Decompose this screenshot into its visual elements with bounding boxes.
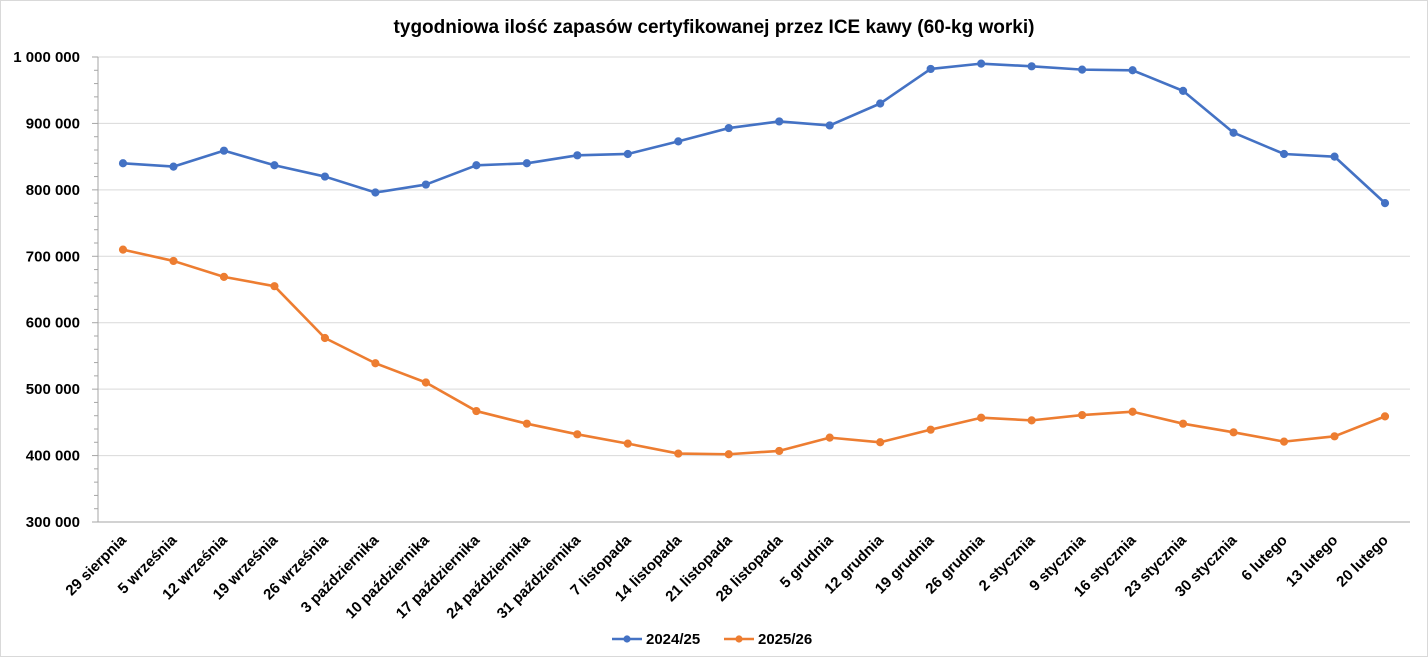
chart-title: tygodniowa ilość zapasów certyfikowanej … (394, 17, 1035, 38)
x-tick-label: 13 lutego (1283, 532, 1342, 591)
series-line (121, 248, 1387, 456)
y-tick-label: 600 000 (26, 315, 80, 332)
y-tick-label: 700 000 (26, 248, 80, 265)
data-point (1330, 152, 1339, 161)
legend-item-1: 2024/25 (612, 631, 700, 648)
legend-item-2: 2025/26 (724, 631, 812, 648)
data-point (623, 149, 632, 159)
data-point (522, 159, 531, 168)
data-point (118, 245, 128, 254)
data-point (775, 446, 784, 456)
data-point (1229, 128, 1238, 137)
data-point (1178, 86, 1188, 95)
data-point (169, 162, 178, 171)
x-tick-label: 6 lutego (1238, 532, 1291, 585)
y-axis-ticks: 300 000 400 000 500 000 600 000 700 000 800 0… (13, 49, 80, 531)
data-point (573, 430, 582, 439)
y-tick-label: 800 000 (26, 182, 80, 199)
data-point (118, 159, 128, 168)
data-point (1078, 410, 1087, 420)
series-1 (118, 59, 1390, 208)
data-point (219, 272, 229, 281)
data-point (573, 151, 582, 160)
legend-marker (623, 635, 631, 643)
data-point (775, 117, 784, 126)
data-point (926, 64, 935, 74)
data-point (623, 439, 632, 448)
data-point (1128, 66, 1137, 75)
gridlines (98, 56, 1410, 457)
data-point (270, 161, 279, 170)
data-point (421, 378, 430, 387)
data-point (1027, 62, 1036, 71)
data-point (1229, 428, 1238, 437)
data-point (472, 406, 481, 416)
data-point (674, 137, 683, 146)
legend-marker (735, 635, 743, 643)
y-tick-label: 500 000 (26, 381, 80, 398)
data-point (169, 256, 178, 266)
data-point (1279, 149, 1289, 159)
legend-label: 2024/25 (646, 631, 700, 648)
data-point (472, 161, 481, 170)
data-point (371, 359, 380, 368)
data-point (724, 450, 733, 459)
data-point (219, 146, 229, 155)
data-point (522, 419, 531, 428)
data-point (926, 425, 935, 434)
data-point (1178, 419, 1188, 428)
data-point (1027, 416, 1036, 425)
data-point (674, 449, 683, 458)
data-point (371, 188, 380, 197)
data-point (320, 172, 330, 181)
legend: 2024/25 2025/26 (612, 631, 812, 648)
data-point (1279, 437, 1289, 446)
data-point (1078, 65, 1087, 74)
data-point (1380, 412, 1390, 421)
data-point (876, 99, 885, 108)
data-point (724, 123, 733, 133)
data-point (1380, 199, 1390, 208)
data-point (876, 438, 885, 447)
data-point (825, 121, 834, 130)
data-point (977, 59, 986, 68)
data-point (1330, 432, 1339, 441)
x-tick-label: 20 lutego (1333, 532, 1392, 591)
axes (92, 56, 1410, 523)
y-tick-label: 400 000 (26, 448, 80, 465)
series-line (121, 62, 1387, 205)
data-point (1128, 407, 1137, 416)
y-tick-label: 1 000 000 (13, 49, 80, 66)
y-tick-label: 300 000 (26, 514, 80, 531)
data-point (270, 282, 279, 291)
data-point (421, 180, 430, 189)
data-point (977, 413, 986, 422)
series-2 (118, 245, 1390, 459)
y-tick-label: 900 000 (26, 115, 80, 132)
series-group (118, 59, 1390, 459)
data-point (320, 333, 330, 343)
legend-label: 2025/26 (758, 631, 812, 648)
data-point (825, 433, 834, 442)
